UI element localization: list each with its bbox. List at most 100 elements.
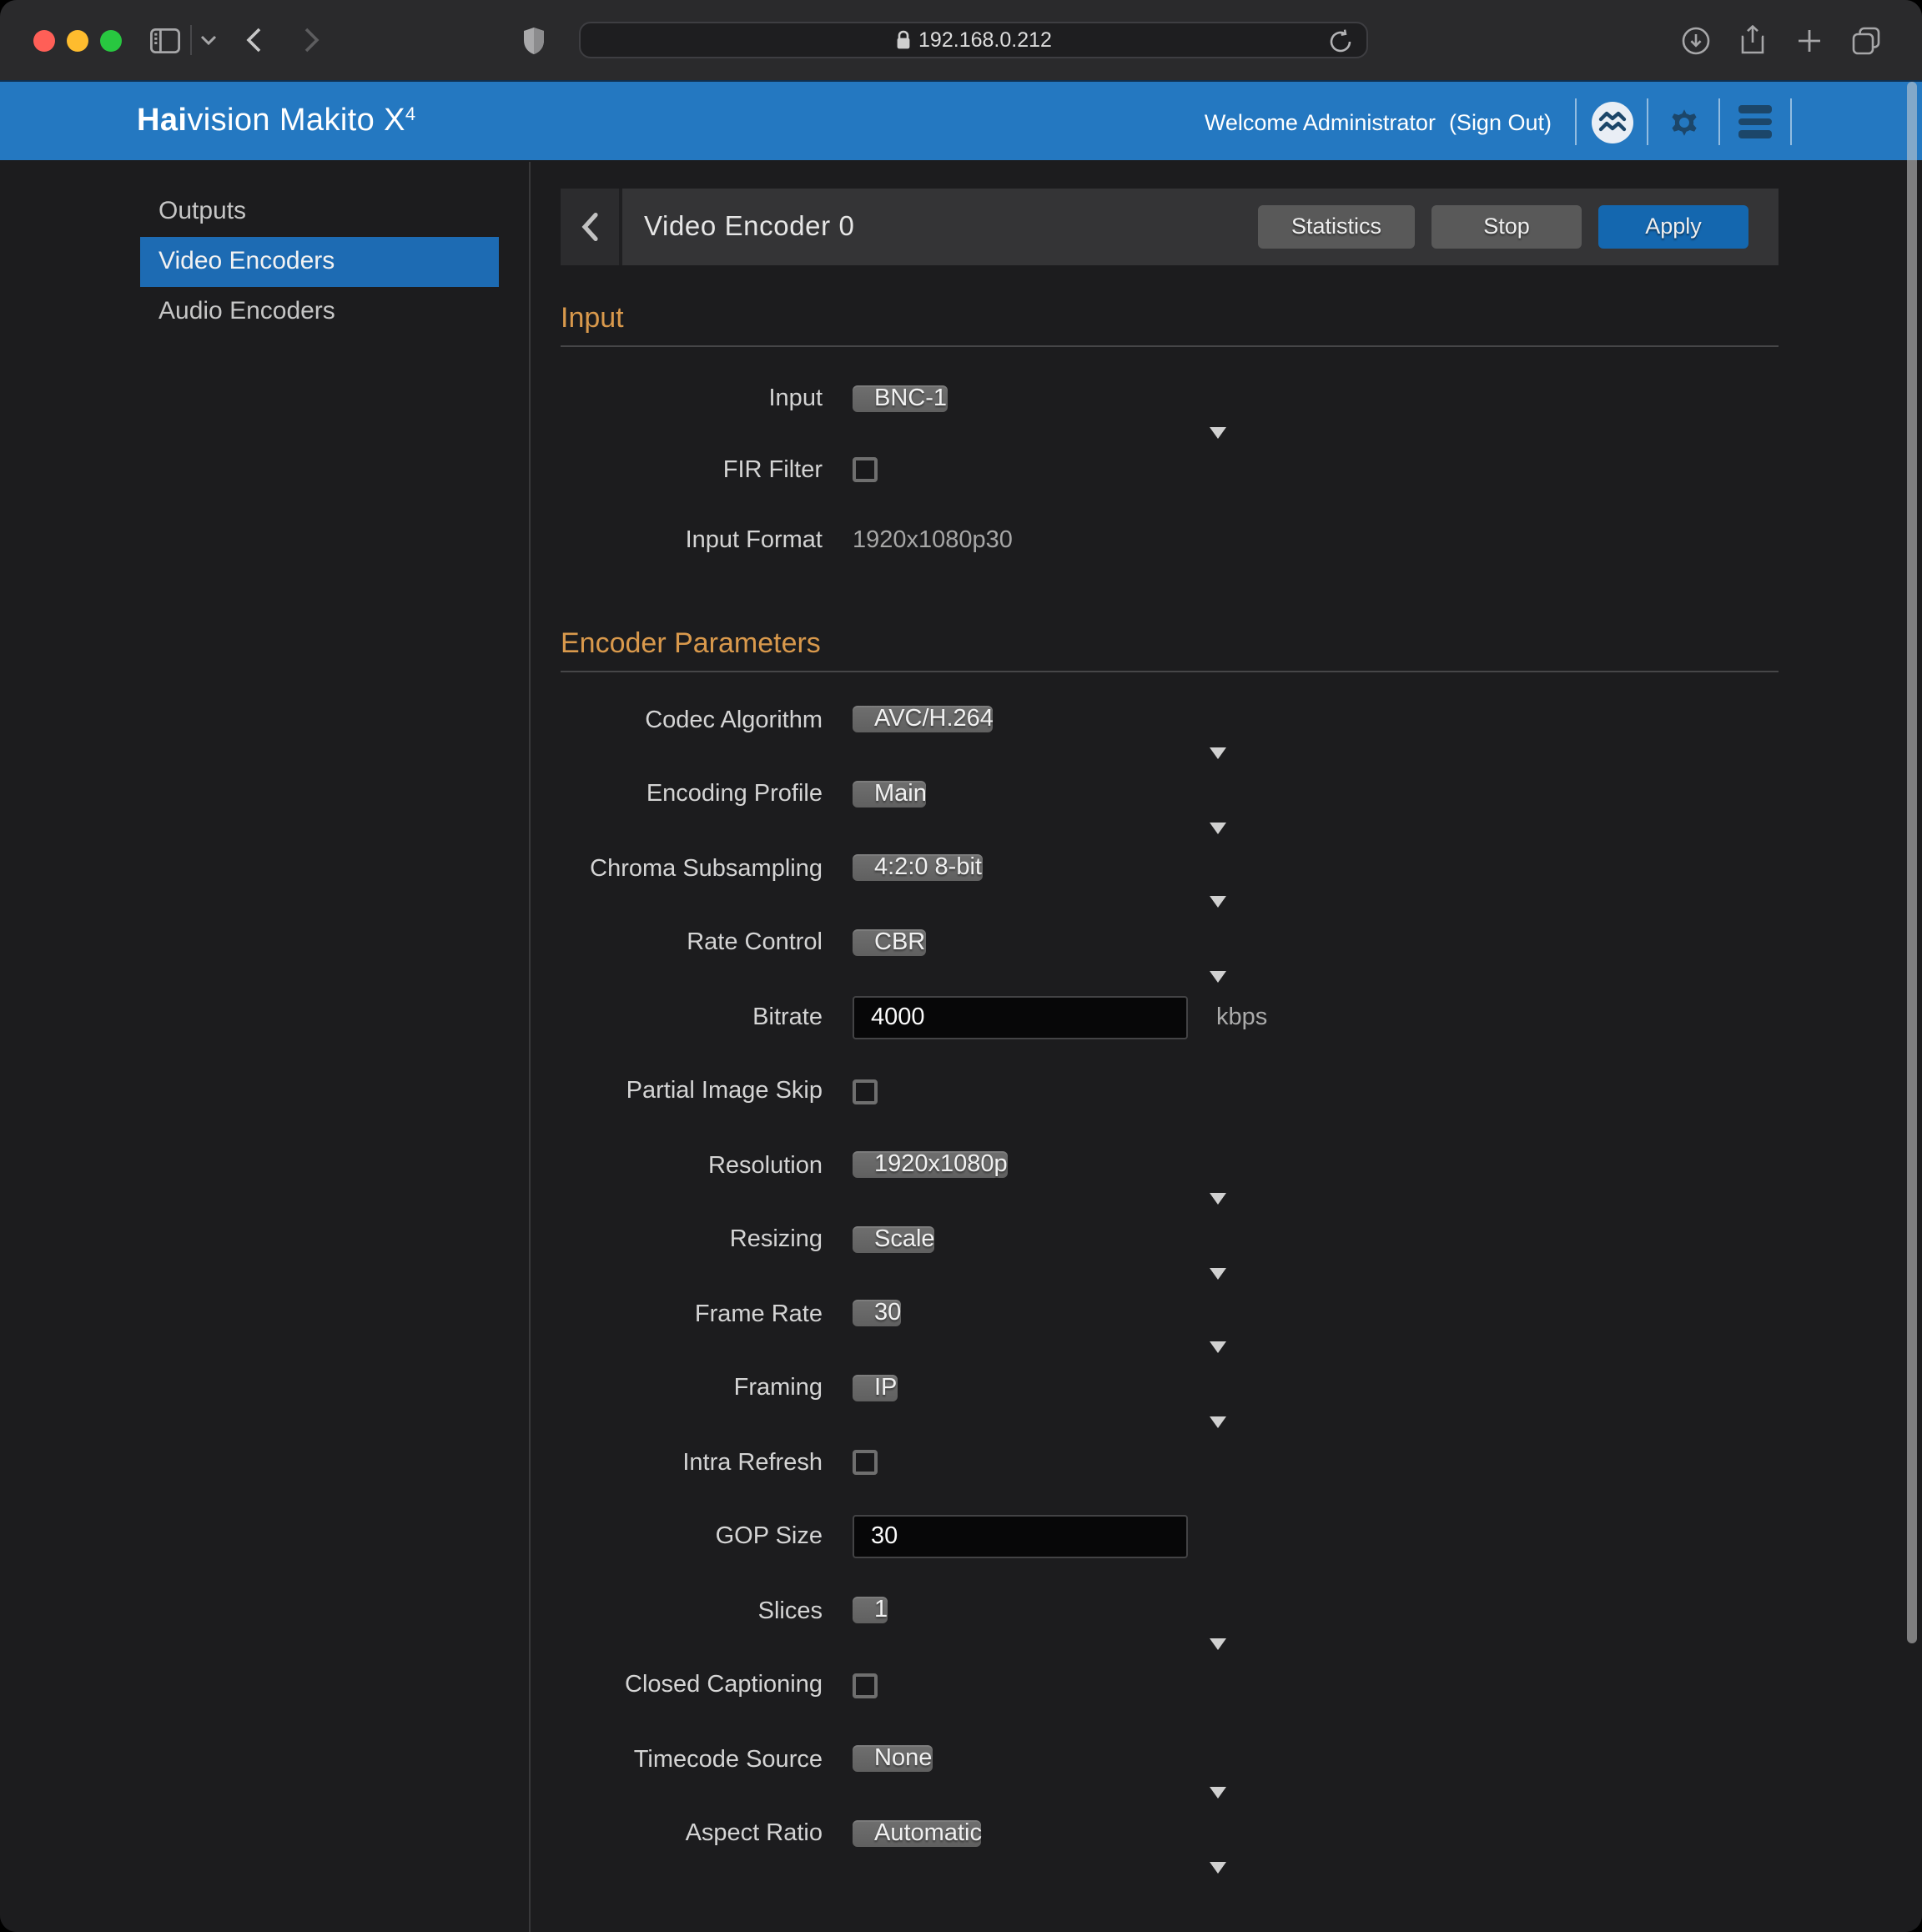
- field-label: Input: [768, 385, 823, 413]
- closed-captioning-checkbox[interactable]: [853, 1673, 878, 1698]
- field-row-frame-rate: Frame Rate 30: [561, 1277, 1779, 1354]
- field-label: Framing: [733, 1375, 823, 1402]
- header-divider: [1575, 98, 1577, 145]
- header-divider: [1790, 98, 1792, 145]
- section-divider: [561, 345, 1779, 347]
- encoding-profile-select[interactable]: Main: [853, 780, 927, 808]
- minimize-window-button[interactable]: [67, 30, 88, 52]
- triangle-down-icon[interactable]: [1210, 747, 1226, 760]
- forward-button[interactable]: [299, 0, 325, 80]
- settings-gear-icon[interactable]: [1648, 82, 1718, 162]
- field-label: Rate Control: [687, 929, 823, 957]
- stop-button[interactable]: Stop: [1431, 204, 1582, 248]
- field-row-codec-algorithm: Codec Algorithm AVC/H.264: [561, 683, 1779, 760]
- scrollbar-thumb[interactable]: [1907, 82, 1917, 1643]
- url-text: 192.168.0.212: [918, 28, 1052, 52]
- rate-control-select[interactable]: CBR: [853, 928, 926, 956]
- page-title: Video Encoder 0: [644, 212, 855, 242]
- bitrate-input[interactable]: [853, 995, 1188, 1039]
- triangle-down-icon[interactable]: [1210, 1267, 1226, 1280]
- field-row-chroma-subsampling: Chroma Subsampling 4:2:0 8-bit: [561, 832, 1779, 908]
- zoom-window-button[interactable]: [100, 30, 122, 52]
- field-label: Slices: [757, 1597, 823, 1625]
- framing-select[interactable]: IP: [853, 1374, 898, 1401]
- triangle-down-icon[interactable]: [1210, 1787, 1226, 1799]
- field-label: Bitrate: [752, 1004, 823, 1031]
- field-label: Partial Image Skip: [626, 1078, 823, 1105]
- field-row-framing: Framing IP: [561, 1351, 1779, 1428]
- field-row-resolution: Resolution 1920x1080p: [561, 1129, 1779, 1205]
- toolbar-divider: [190, 25, 192, 55]
- sidebar-toggle-icon[interactable]: [147, 0, 184, 80]
- triangle-down-icon[interactable]: [1210, 896, 1226, 908]
- share-icon[interactable]: [1737, 0, 1767, 80]
- triangle-down-icon[interactable]: [1210, 1861, 1226, 1874]
- sidebar-item-video-encoders[interactable]: Video Encoders: [140, 237, 499, 287]
- bitrate-unit: kbps: [1216, 1004, 1268, 1031]
- section-title-input: Input: [561, 302, 624, 334]
- back-collapse-button[interactable]: [561, 189, 622, 265]
- panel-header: Video Encoder 0 Statistics Stop Apply: [561, 189, 1779, 265]
- timecode-source-select[interactable]: None: [853, 1745, 933, 1773]
- chroma-subsampling-select[interactable]: 4:2:0 8-bit: [853, 854, 982, 882]
- sign-out-link[interactable]: (Sign Out): [1448, 109, 1552, 134]
- app-body: Outputs Video Encoders Audio Encoders Vi…: [0, 162, 1922, 1932]
- chevron-left-icon: [581, 213, 598, 241]
- address-bar[interactable]: 192.168.0.212: [579, 22, 1368, 58]
- field-label: Input Format: [685, 527, 823, 555]
- welcome-text: Welcome Administrator (Sign Out): [1204, 109, 1552, 134]
- field-label: Resolution: [707, 1152, 823, 1180]
- triangle-down-icon[interactable]: [1210, 970, 1226, 983]
- resizing-select[interactable]: Scale: [853, 1225, 935, 1253]
- triangle-down-icon[interactable]: [1210, 822, 1226, 834]
- privacy-shield-icon[interactable]: [519, 0, 549, 80]
- input-select[interactable]: BNC-1: [853, 385, 948, 412]
- haivision-wave-icon[interactable]: [1577, 82, 1647, 162]
- field-row-input-format: Input Format 1920x1080p30: [561, 506, 1779, 576]
- aspect-ratio-select[interactable]: Automatic: [853, 1819, 982, 1847]
- field-label: Aspect Ratio: [685, 1820, 823, 1848]
- frame-rate-select[interactable]: 30: [853, 1300, 902, 1327]
- field-row-rate-control: Rate Control CBR: [561, 906, 1779, 983]
- field-row-resizing: Resizing Scale: [561, 1203, 1779, 1280]
- new-tab-icon[interactable]: [1794, 0, 1824, 80]
- gop-size-input[interactable]: [853, 1515, 1188, 1559]
- triangle-down-icon[interactable]: [1210, 1416, 1226, 1428]
- intra-refresh-checkbox[interactable]: [853, 1450, 878, 1476]
- triangle-down-icon[interactable]: [1210, 1193, 1226, 1205]
- tab-overview-icon[interactable]: [1849, 0, 1882, 80]
- back-button[interactable]: [240, 0, 267, 80]
- field-row-closed-captioning: Closed Captioning: [561, 1648, 1779, 1723]
- field-row-slices: Slices 1: [561, 1574, 1779, 1651]
- sidebar-item-audio-encoders[interactable]: Audio Encoders: [158, 297, 335, 325]
- field-row-aspect-ratio: Aspect Ratio Automatic: [561, 1797, 1779, 1874]
- chevron-down-icon[interactable]: [197, 0, 220, 80]
- statistics-button[interactable]: Statistics: [1258, 204, 1415, 248]
- resolution-select[interactable]: 1920x1080p: [853, 1151, 1008, 1179]
- triangle-down-icon[interactable]: [1210, 1638, 1226, 1651]
- header-divider: [1718, 98, 1720, 145]
- field-label: Timecode Source: [633, 1746, 823, 1774]
- triangle-down-icon[interactable]: [1210, 1341, 1226, 1354]
- sidebar-item-outputs[interactable]: Outputs: [158, 197, 247, 225]
- reload-icon[interactable]: [1328, 28, 1353, 55]
- slices-select[interactable]: 1: [853, 1597, 888, 1624]
- menu-hamburger-icon[interactable]: [1720, 82, 1790, 162]
- triangle-down-icon[interactable]: [1210, 426, 1226, 439]
- downloads-icon[interactable]: [1680, 0, 1710, 80]
- close-window-button[interactable]: [33, 30, 55, 52]
- partial-image-skip-checkbox[interactable]: [853, 1079, 878, 1104]
- codec-algorithm-select[interactable]: AVC/H.264: [853, 706, 994, 733]
- field-row-encoding-profile: Encoding Profile Main: [561, 757, 1779, 834]
- field-label: Closed Captioning: [625, 1672, 823, 1699]
- app-logo: Haivision Makito X4: [137, 103, 416, 138]
- section-divider: [561, 670, 1779, 672]
- field-label: GOP Size: [715, 1523, 823, 1551]
- field-label: FIR Filter: [722, 456, 823, 484]
- app-header: Haivision Makito X4 Welcome Administrato…: [0, 80, 1922, 160]
- fir-filter-checkbox[interactable]: [853, 457, 878, 483]
- apply-button[interactable]: Apply: [1598, 204, 1748, 248]
- field-row-intra-refresh: Intra Refresh: [561, 1426, 1779, 1500]
- section-title-encoder-parameters: Encoder Parameters: [561, 626, 821, 658]
